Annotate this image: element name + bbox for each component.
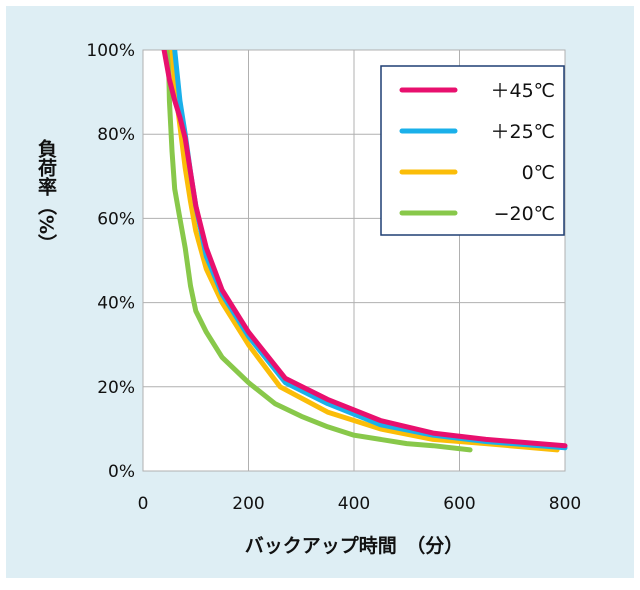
x-tick-label: 200 (232, 494, 264, 514)
line-chart: 0%20%40%60%80%100% 0 200 400 600 800 負荷率（%） … (35, 41, 582, 557)
series-line (161, 50, 568, 449)
y-axis-tick-labels: 0% 20% 40% 60% 80% 100% (86, 41, 135, 482)
x-axis-tick-labels: 0 200 400 600 800 (138, 494, 582, 514)
x-tick-label: 0 (138, 494, 149, 514)
legend-label: ＋25℃ (490, 121, 555, 143)
legend-label: ＋45℃ (490, 80, 555, 102)
series-lines (161, 50, 568, 453)
y-tick-label: 0% (108, 462, 135, 482)
y-tick-label: 80% (97, 125, 135, 145)
series-line (165, 50, 473, 453)
x-tick-label: 600 (443, 494, 475, 514)
legend-label: 0℃ (522, 162, 555, 184)
x-axis-title: バックアップ時間 （分） (245, 534, 464, 557)
y-tick-label: 100% (86, 41, 135, 61)
legend-box (380, 65, 565, 236)
chart-background: 0% 20% 40% 60% 80% 100% 0 200 400 600 800 負荷率（%） … (6, 6, 634, 578)
y-axis-title: 負荷率（%） (35, 138, 57, 253)
x-tick-label: 800 (549, 494, 581, 514)
y-tick-label: 60% (97, 209, 135, 229)
legend: ＋45℃ ＋25℃ 0℃ −20℃ (380, 65, 565, 236)
y-tick-label: 40% (97, 294, 135, 314)
y-tick-label: 20% (97, 378, 135, 398)
x-tick-label: 400 (338, 494, 370, 514)
series-line (169, 50, 560, 453)
legend-label: −20℃ (494, 203, 555, 225)
